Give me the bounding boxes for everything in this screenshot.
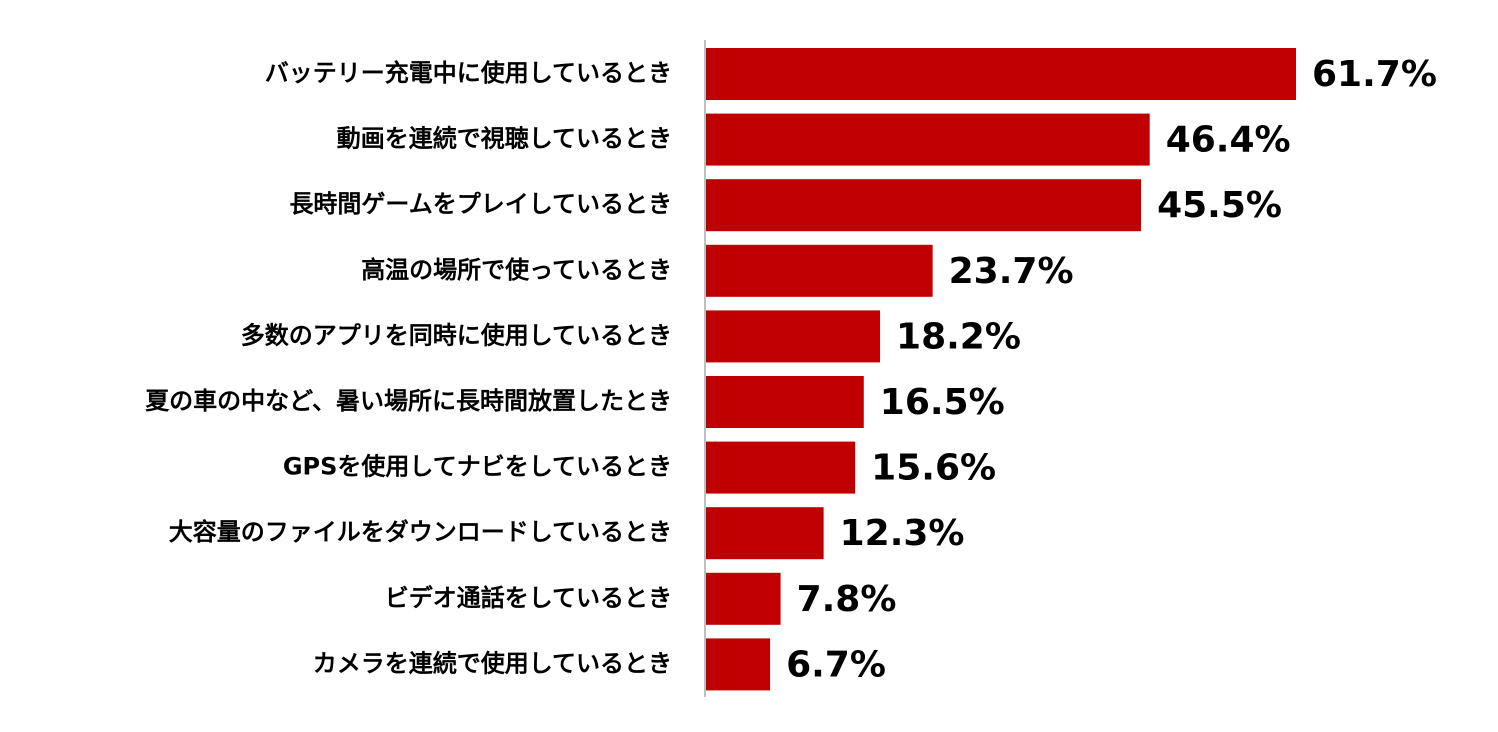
bar [706,507,824,560]
category-label: バッテリー充電中に使用しているとき [265,59,672,87]
bar [706,48,1296,100]
value-label: 23.7% [949,251,1074,292]
bar [706,179,1142,232]
category-label: ビデオ通話をしているとき [385,584,672,612]
value-label: 12.3% [840,513,965,554]
value-label: 61.7% [1312,54,1437,95]
value-label: 7.8% [797,579,897,620]
bar [706,244,933,297]
category-label: カメラを連続で使用しているとき [313,649,672,677]
category-label: 動画を連続で視聴しているとき [337,125,672,153]
bar [706,310,881,363]
value-label: 6.7% [786,644,886,685]
category-label: 大容量のファイルをダウンロードしているとき [169,518,672,546]
category-label: GPSを使用してナビをしているとき [283,453,672,481]
value-label: 46.4% [1166,120,1291,161]
bar [706,572,781,625]
bar [706,638,771,691]
bar [706,113,1150,166]
category-label: 長時間ゲームをプレイしているとき [289,190,672,218]
bar [706,376,864,428]
value-label: 15.6% [871,448,996,489]
value-label: 16.5% [880,382,1005,423]
value-label: 45.5% [1157,185,1282,226]
category-label: 高温の場所で使っているとき [361,256,672,284]
category-label: 夏の車の中など、暑い場所に長時間放置したとき [145,387,672,415]
value-label: 18.2% [896,316,1021,357]
category-label: 多数のアプリを同時に使用しているとき [241,321,672,349]
bar [706,441,856,494]
